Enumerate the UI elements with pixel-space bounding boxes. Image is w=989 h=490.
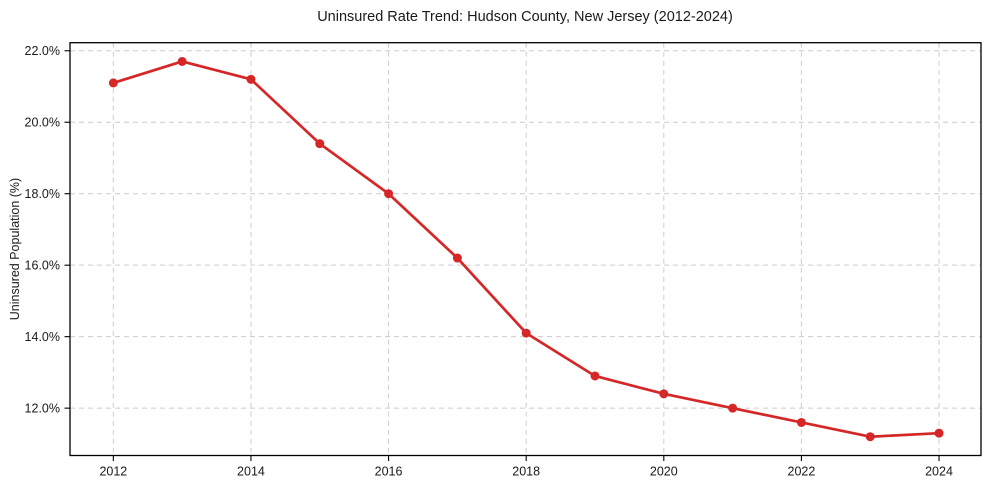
data-point (452, 253, 462, 263)
data-point (177, 56, 187, 66)
data-point (315, 139, 325, 149)
y-tick-label: 22.0% (25, 44, 60, 58)
plot-border (69, 42, 982, 457)
y-tick-label: 20.0% (25, 116, 60, 130)
x-tick-label: 2022 (788, 465, 816, 479)
data-point (659, 389, 669, 399)
data-point (590, 371, 600, 381)
data-point (796, 417, 806, 427)
y-tick-label: 18.0% (25, 187, 60, 201)
data-point (108, 78, 118, 88)
data-point (384, 189, 394, 199)
x-tick-label: 2016 (375, 465, 403, 479)
x-tick-label: 2014 (237, 465, 265, 479)
data-point (865, 432, 875, 442)
data-point (934, 428, 944, 438)
x-tick-label: 2020 (650, 465, 678, 479)
data-point (246, 74, 256, 84)
y-tick-label: 12.0% (25, 401, 60, 415)
y-tick-label: 16.0% (25, 258, 60, 272)
data-point (521, 328, 531, 338)
data-point (728, 403, 738, 413)
chart-title: Uninsured Rate Trend: Hudson County, New… (317, 9, 733, 25)
x-tick-label: 2012 (99, 465, 127, 479)
y-tick-label: 14.0% (25, 330, 60, 344)
x-tick-label: 2024 (925, 465, 953, 479)
x-tick-label: 2018 (512, 465, 540, 479)
